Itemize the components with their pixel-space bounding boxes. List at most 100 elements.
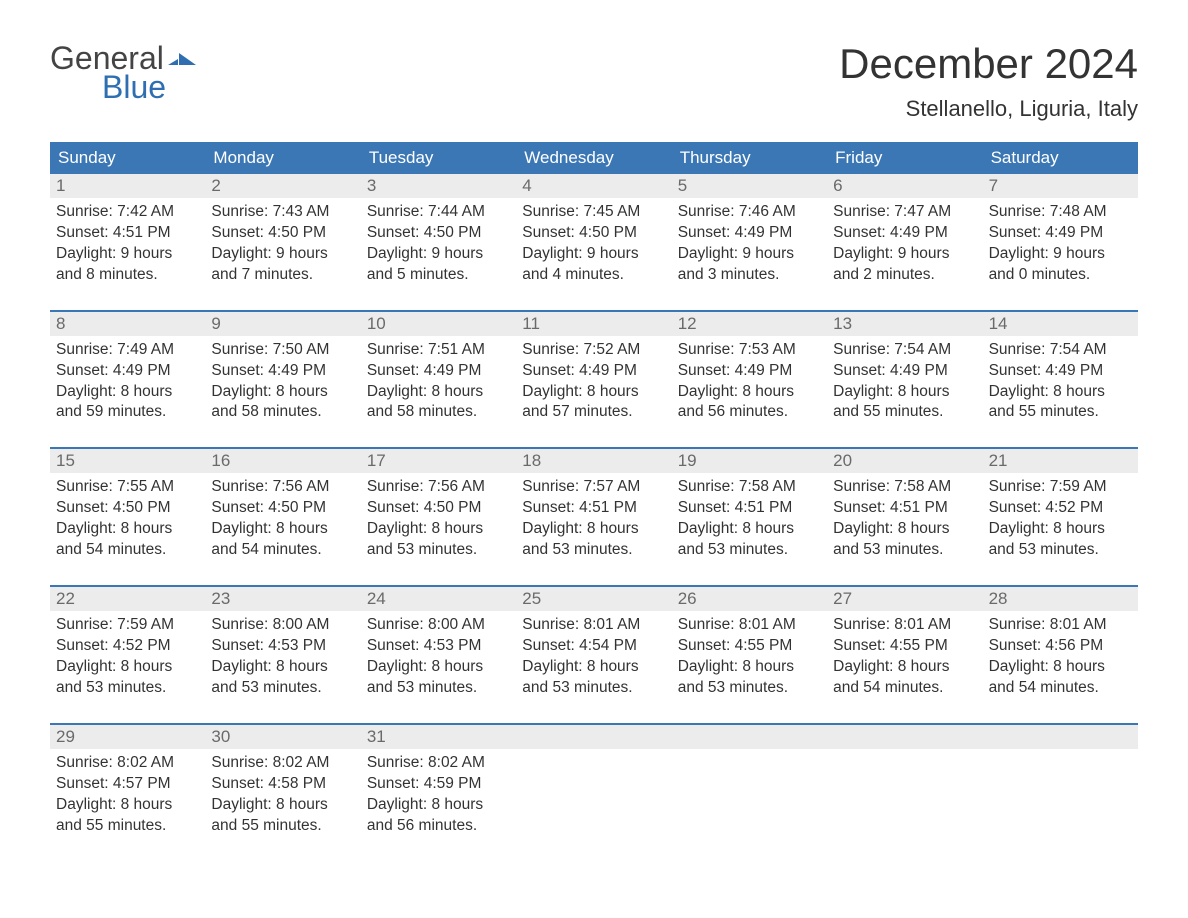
daylight-line: Daylight: 9 hours and 8 minutes. [56,244,199,286]
sunset-line: Sunset: 4:49 PM [989,223,1132,244]
sunrise-line: Sunrise: 8:00 AM [367,615,510,636]
day-info: Sunrise: 8:01 AMSunset: 4:55 PMDaylight:… [672,611,827,699]
daylight-line: Daylight: 9 hours and 2 minutes. [833,244,976,286]
daylight-line: Daylight: 8 hours and 53 minutes. [367,519,510,561]
daylight-line: Daylight: 9 hours and 0 minutes. [989,244,1132,286]
daylight-line: Daylight: 8 hours and 55 minutes. [989,382,1132,424]
sunset-line: Sunset: 4:55 PM [833,636,976,657]
day-cell: 8Sunrise: 7:49 AMSunset: 4:49 PMDaylight… [50,312,205,432]
day-number: 13 [827,312,982,336]
day-info: Sunrise: 7:59 AMSunset: 4:52 PMDaylight:… [50,611,205,699]
day-number: 4 [516,174,671,198]
sunset-line: Sunset: 4:50 PM [367,223,510,244]
sunrise-line: Sunrise: 7:58 AM [678,477,821,498]
day-number: 15 [50,449,205,473]
daylight-line: Daylight: 8 hours and 57 minutes. [522,382,665,424]
daylight-line: Daylight: 9 hours and 5 minutes. [367,244,510,286]
day-cell: 17Sunrise: 7:56 AMSunset: 4:50 PMDayligh… [361,449,516,569]
daylight-line: Daylight: 8 hours and 53 minutes. [211,657,354,699]
day-number: 28 [983,587,1138,611]
daylight-line: Daylight: 8 hours and 58 minutes. [211,382,354,424]
day-info: Sunrise: 7:42 AMSunset: 4:51 PMDaylight:… [50,198,205,286]
day-info: Sunrise: 8:00 AMSunset: 4:53 PMDaylight:… [205,611,360,699]
week-row: 15Sunrise: 7:55 AMSunset: 4:50 PMDayligh… [50,447,1138,569]
day-cell: 6Sunrise: 7:47 AMSunset: 4:49 PMDaylight… [827,174,982,294]
day-info: Sunrise: 7:56 AMSunset: 4:50 PMDaylight:… [361,473,516,561]
day-info: Sunrise: 8:01 AMSunset: 4:55 PMDaylight:… [827,611,982,699]
sunset-line: Sunset: 4:50 PM [211,223,354,244]
day-number: 16 [205,449,360,473]
sunrise-line: Sunrise: 8:01 AM [678,615,821,636]
day-cell: 14Sunrise: 7:54 AMSunset: 4:49 PMDayligh… [983,312,1138,432]
week-row: 1Sunrise: 7:42 AMSunset: 4:51 PMDaylight… [50,174,1138,294]
sunrise-line: Sunrise: 7:59 AM [989,477,1132,498]
day-info: Sunrise: 7:43 AMSunset: 4:50 PMDaylight:… [205,198,360,286]
day-info: Sunrise: 7:50 AMSunset: 4:49 PMDaylight:… [205,336,360,424]
day-cell: 15Sunrise: 7:55 AMSunset: 4:50 PMDayligh… [50,449,205,569]
empty-day-number [672,725,827,749]
sunset-line: Sunset: 4:51 PM [56,223,199,244]
sunrise-line: Sunrise: 7:43 AM [211,202,354,223]
day-number: 22 [50,587,205,611]
day-cell: 21Sunrise: 7:59 AMSunset: 4:52 PMDayligh… [983,449,1138,569]
day-number: 24 [361,587,516,611]
day-info: Sunrise: 7:57 AMSunset: 4:51 PMDaylight:… [516,473,671,561]
day-header-wednesday: Wednesday [516,142,671,174]
day-header-saturday: Saturday [983,142,1138,174]
day-number: 7 [983,174,1138,198]
day-info: Sunrise: 8:01 AMSunset: 4:54 PMDaylight:… [516,611,671,699]
sunrise-line: Sunrise: 7:46 AM [678,202,821,223]
sunrise-line: Sunrise: 7:55 AM [56,477,199,498]
daylight-line: Daylight: 8 hours and 54 minutes. [211,519,354,561]
daylight-line: Daylight: 8 hours and 53 minutes. [367,657,510,699]
day-cell: 25Sunrise: 8:01 AMSunset: 4:54 PMDayligh… [516,587,671,707]
day-cell: 7Sunrise: 7:48 AMSunset: 4:49 PMDaylight… [983,174,1138,294]
sunrise-line: Sunrise: 7:56 AM [367,477,510,498]
sunset-line: Sunset: 4:49 PM [833,361,976,382]
day-info: Sunrise: 8:02 AMSunset: 4:57 PMDaylight:… [50,749,205,837]
day-header-thursday: Thursday [672,142,827,174]
sunset-line: Sunset: 4:51 PM [833,498,976,519]
daylight-line: Daylight: 8 hours and 53 minutes. [522,519,665,561]
daylight-line: Daylight: 8 hours and 53 minutes. [833,519,976,561]
day-number: 31 [361,725,516,749]
day-number: 3 [361,174,516,198]
day-info: Sunrise: 7:56 AMSunset: 4:50 PMDaylight:… [205,473,360,561]
sunset-line: Sunset: 4:49 PM [522,361,665,382]
day-number: 12 [672,312,827,336]
daylight-line: Daylight: 8 hours and 58 minutes. [367,382,510,424]
sunset-line: Sunset: 4:50 PM [56,498,199,519]
day-info: Sunrise: 8:01 AMSunset: 4:56 PMDaylight:… [983,611,1138,699]
sunrise-line: Sunrise: 7:52 AM [522,340,665,361]
day-cell: 22Sunrise: 7:59 AMSunset: 4:52 PMDayligh… [50,587,205,707]
daylight-line: Daylight: 8 hours and 53 minutes. [989,519,1132,561]
day-cell: 1Sunrise: 7:42 AMSunset: 4:51 PMDaylight… [50,174,205,294]
day-info: Sunrise: 7:55 AMSunset: 4:50 PMDaylight:… [50,473,205,561]
day-number: 9 [205,312,360,336]
daylight-line: Daylight: 8 hours and 55 minutes. [833,382,976,424]
day-info: Sunrise: 7:58 AMSunset: 4:51 PMDaylight:… [672,473,827,561]
day-cell: 28Sunrise: 8:01 AMSunset: 4:56 PMDayligh… [983,587,1138,707]
day-cell: 27Sunrise: 8:01 AMSunset: 4:55 PMDayligh… [827,587,982,707]
day-header-friday: Friday [827,142,982,174]
sunset-line: Sunset: 4:49 PM [678,223,821,244]
day-number: 8 [50,312,205,336]
day-info: Sunrise: 7:53 AMSunset: 4:49 PMDaylight:… [672,336,827,424]
sunrise-line: Sunrise: 7:42 AM [56,202,199,223]
day-cell: 23Sunrise: 8:00 AMSunset: 4:53 PMDayligh… [205,587,360,707]
day-number: 27 [827,587,982,611]
day-info: Sunrise: 7:45 AMSunset: 4:50 PMDaylight:… [516,198,671,286]
sunrise-line: Sunrise: 7:50 AM [211,340,354,361]
logo: General Blue [50,40,196,106]
day-number: 19 [672,449,827,473]
day-info: Sunrise: 7:51 AMSunset: 4:49 PMDaylight:… [361,336,516,424]
sunrise-line: Sunrise: 7:57 AM [522,477,665,498]
day-info: Sunrise: 7:58 AMSunset: 4:51 PMDaylight:… [827,473,982,561]
week-row: 8Sunrise: 7:49 AMSunset: 4:49 PMDaylight… [50,310,1138,432]
logo-flag-icon [168,49,196,69]
day-cell [672,725,827,845]
day-info: Sunrise: 7:48 AMSunset: 4:49 PMDaylight:… [983,198,1138,286]
day-number: 2 [205,174,360,198]
day-number: 29 [50,725,205,749]
sunrise-line: Sunrise: 7:51 AM [367,340,510,361]
